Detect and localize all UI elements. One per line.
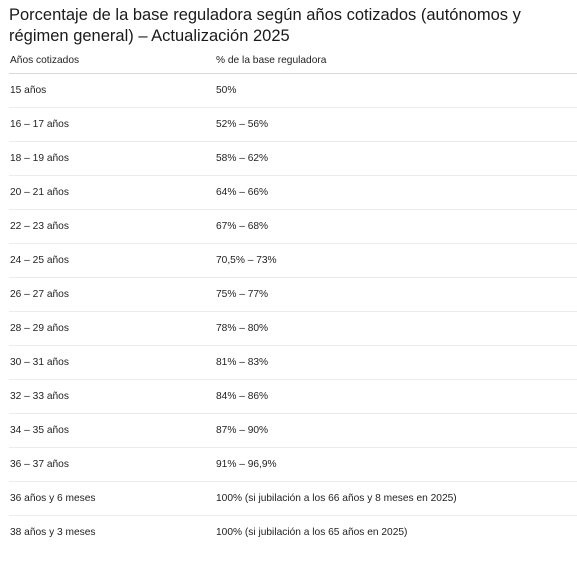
- table-header: Años cotizados % de la base reguladora: [9, 48, 577, 74]
- cell-years: 20 – 21 años: [9, 175, 216, 210]
- cell-percentage: 64% – 66%: [216, 175, 577, 210]
- cell-years: 28 – 29 años: [9, 311, 216, 346]
- cell-percentage: 87% – 90%: [216, 413, 577, 448]
- table-row: 15 años 50%: [9, 73, 577, 108]
- table-row: 22 – 23 años 67% – 68%: [9, 209, 577, 244]
- cell-percentage: 78% – 80%: [216, 311, 577, 346]
- cell-percentage: 58% – 62%: [216, 141, 577, 176]
- cell-percentage: 70,5% – 73%: [216, 243, 577, 278]
- table-row: 28 – 29 años 78% – 80%: [9, 311, 577, 346]
- table-row: 20 – 21 años 64% – 66%: [9, 175, 577, 210]
- table-header-row: Años cotizados % de la base reguladora: [9, 48, 577, 74]
- cell-years: 26 – 27 años: [9, 277, 216, 312]
- cell-percentage: 100% (si jubilación a los 66 años y 8 me…: [216, 481, 577, 516]
- table-body: 15 años 50% 16 – 17 años 52% – 56% 18 – …: [9, 73, 577, 550]
- page-title: Porcentaje de la base reguladora según a…: [9, 6, 521, 45]
- cell-percentage: 50%: [216, 73, 577, 108]
- table-row: 16 – 17 años 52% – 56%: [9, 107, 577, 142]
- table-row: 32 – 33 años 84% – 86%: [9, 379, 577, 414]
- table-row: 26 – 27 años 75% – 77%: [9, 277, 577, 312]
- cell-years: 30 – 31 años: [9, 345, 216, 380]
- column-header-years: Años cotizados: [9, 48, 216, 74]
- table-row: 36 años y 6 meses 100% (si jubilación a …: [9, 481, 577, 516]
- cell-years: 36 años y 6 meses: [9, 481, 216, 516]
- table-row: 36 – 37 años 91% – 96,9%: [9, 447, 577, 482]
- cell-years: 32 – 33 años: [9, 379, 216, 414]
- cell-percentage: 100% (si jubilación a los 65 años en 202…: [216, 527, 408, 538]
- table-row: 24 – 25 años 70,5% – 73%: [9, 243, 577, 278]
- cell-percentage: 81% – 83%: [216, 345, 577, 380]
- cell-years: 18 – 19 años: [9, 141, 216, 176]
- cell-years: 24 – 25 años: [9, 243, 216, 278]
- table-row: 18 – 19 años 58% – 62%: [9, 141, 577, 176]
- cell-years: 38 años y 3 meses: [10, 527, 96, 538]
- cell-years: 22 – 23 años: [9, 209, 216, 244]
- cell-years: 15 años: [9, 73, 216, 108]
- cell-years: 34 – 35 años: [9, 413, 216, 448]
- pension-percentage-table: Años cotizados % de la base reguladora 1…: [9, 48, 577, 549]
- table-row: 30 – 31 años 81% – 83%: [9, 345, 577, 380]
- cell-percentage: 84% – 86%: [216, 379, 577, 414]
- cell-years: 36 – 37 años: [9, 447, 216, 482]
- cell-percentage: 91% – 96,9%: [216, 447, 577, 482]
- column-header-percentage: % de la base reguladora: [216, 48, 577, 74]
- table-row: 38 años y 3 meses 100% (si jubilación a …: [9, 516, 577, 550]
- cell-percentage: 52% – 56%: [216, 107, 577, 142]
- cell-percentage: 67% – 68%: [216, 209, 577, 244]
- cell-years: 16 – 17 años: [9, 107, 216, 142]
- table-row: 34 – 35 años 87% – 90%: [9, 413, 577, 448]
- cell-percentage: 75% – 77%: [216, 277, 577, 312]
